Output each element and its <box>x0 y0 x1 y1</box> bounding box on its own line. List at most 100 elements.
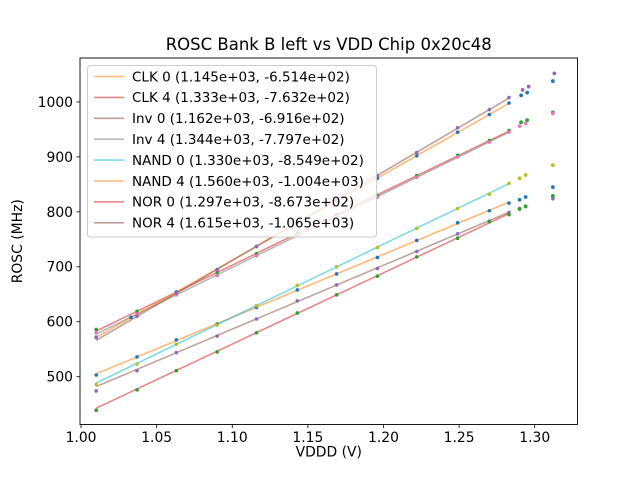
data-point <box>94 389 98 393</box>
data-point <box>455 155 460 159</box>
data-point <box>455 125 460 130</box>
data-point <box>334 293 339 297</box>
y-tick-label: 600 <box>46 315 73 331</box>
data-point <box>414 238 419 243</box>
y-tick-label: 500 <box>46 370 73 386</box>
data-point <box>375 266 380 271</box>
data-point <box>507 130 511 134</box>
outlier-point <box>552 71 557 76</box>
data-point <box>135 388 139 392</box>
legend-label-nor-4: NOR 4 (1.615e+03, -1.065e+03) <box>132 216 354 232</box>
data-point <box>487 112 492 117</box>
y-tick-label: 700 <box>46 260 73 276</box>
data-point <box>135 368 139 373</box>
series-line-inv-0 <box>95 211 510 388</box>
data-point <box>334 272 339 276</box>
legend-label-inv-0: Inv 0 (1.162e+03, -6.916e+02) <box>132 111 345 127</box>
data-point <box>507 101 511 105</box>
legend-box <box>87 65 377 238</box>
data-point <box>455 236 460 241</box>
data-point <box>414 175 419 180</box>
x-tick-label: 1.25 <box>444 430 475 446</box>
series-points-nand-0 <box>94 163 555 387</box>
data-point <box>254 244 259 249</box>
outlier-point <box>523 121 528 126</box>
outlier-point <box>523 195 528 199</box>
data-point <box>334 283 339 287</box>
data-point <box>414 249 419 254</box>
data-point <box>487 192 492 197</box>
outlier-point <box>550 196 555 201</box>
data-point <box>94 330 98 335</box>
legend-label-clk-4: CLK 4 (1.333e+03, -7.632e+02) <box>132 90 350 106</box>
data-point <box>174 350 179 355</box>
x-axis-ticks: 1.00 1.05 1.10 1.15 1.20 1.25 1.30 <box>66 424 550 446</box>
outlier-point <box>550 185 555 190</box>
data-point <box>487 219 492 224</box>
data-point <box>174 291 179 295</box>
data-point <box>487 140 492 144</box>
data-point <box>135 355 139 359</box>
data-point <box>414 150 419 155</box>
data-point <box>94 335 98 340</box>
legend-label-clk-0: CLK 0 (1.145e+03, -6.514e+02) <box>132 69 350 85</box>
legend-label-nand-0: NAND 0 (1.330e+03, -8.549e+02) <box>132 153 364 169</box>
outlier-point <box>519 120 523 125</box>
outlier-point <box>517 207 522 212</box>
data-point <box>455 206 460 211</box>
data-point <box>487 208 492 213</box>
y-axis-ticks: 500 600 700 800 900 1000 <box>38 95 80 386</box>
outlier-point <box>550 79 555 83</box>
outlier-point <box>523 173 528 177</box>
series-points-clk-0 <box>94 185 555 377</box>
data-point <box>215 350 219 354</box>
series-line-clk-0 <box>95 201 510 375</box>
data-point <box>487 107 492 112</box>
data-point <box>507 95 511 100</box>
data-point <box>254 304 259 308</box>
data-point <box>507 181 511 186</box>
series-points-nor-0 <box>94 194 555 413</box>
data-point <box>94 373 98 377</box>
data-point <box>375 274 380 278</box>
data-point <box>215 268 219 272</box>
legend: CLK 0 (1.145e+03, -6.514e+02) CLK 4 (1.33… <box>87 65 377 238</box>
data-point <box>174 368 179 373</box>
data-point <box>375 245 380 250</box>
data-point <box>414 255 419 259</box>
outlier-point <box>517 197 522 202</box>
data-point <box>455 221 460 225</box>
data-point <box>135 314 139 319</box>
data-point <box>135 309 139 314</box>
outlier-point <box>520 87 525 92</box>
data-point <box>215 273 219 278</box>
data-point <box>414 154 419 158</box>
data-point <box>254 254 259 258</box>
data-point <box>455 232 460 236</box>
data-point <box>507 212 511 217</box>
data-point <box>295 283 300 288</box>
y-tick-label: 1000 <box>38 95 73 111</box>
x-tick-label: 1.05 <box>141 430 172 446</box>
data-point <box>375 255 380 260</box>
series-points <box>94 71 557 413</box>
legend-label-nor-0: NOR 0 (1.297e+03, -8.673e+02) <box>132 195 354 211</box>
data-point <box>295 299 300 303</box>
chart-title: ROSC Bank B left vs VDD Chip 0x20c48 <box>166 35 492 54</box>
outlier-point <box>550 163 555 168</box>
x-tick-label: 1.20 <box>368 430 399 446</box>
data-point <box>135 362 139 366</box>
outlier-point <box>550 111 555 116</box>
outlier-point <box>517 176 522 181</box>
y-tick-label: 800 <box>46 205 73 221</box>
series-line-nand-0 <box>95 182 510 384</box>
data-point <box>94 327 98 332</box>
outlier-point <box>525 90 530 95</box>
data-point <box>334 265 339 269</box>
data-point <box>129 315 133 320</box>
x-tick-label: 1.00 <box>66 430 97 446</box>
x-axis-label: VDDD (V) <box>296 445 362 461</box>
outlier-point <box>525 118 530 122</box>
